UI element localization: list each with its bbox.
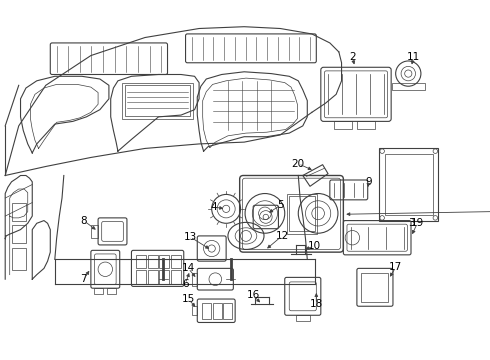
Bar <box>223 303 232 319</box>
Bar <box>379 148 438 221</box>
Text: 12: 12 <box>275 231 289 241</box>
Bar <box>125 85 190 116</box>
Text: 6: 6 <box>182 279 189 289</box>
Bar <box>159 270 170 284</box>
Bar <box>192 273 197 285</box>
Text: 7: 7 <box>80 274 87 284</box>
Bar <box>289 196 315 231</box>
Text: 4: 4 <box>210 202 217 212</box>
Bar <box>192 306 197 315</box>
Bar <box>12 225 26 243</box>
Bar <box>136 255 146 268</box>
Text: 18: 18 <box>310 298 323 309</box>
Bar <box>334 121 352 129</box>
Bar <box>12 248 26 270</box>
Text: 15: 15 <box>182 294 195 304</box>
Bar <box>287 194 317 234</box>
Bar <box>213 303 221 319</box>
Text: 17: 17 <box>389 262 402 273</box>
Bar <box>95 288 103 294</box>
Bar <box>122 82 193 119</box>
Text: 13: 13 <box>183 232 196 242</box>
Bar <box>107 288 116 294</box>
Text: 3: 3 <box>408 218 415 228</box>
Text: 9: 9 <box>366 177 372 187</box>
Bar <box>159 255 170 268</box>
Text: 14: 14 <box>182 264 195 273</box>
Bar <box>295 315 310 321</box>
Text: 8: 8 <box>80 216 87 226</box>
Bar <box>171 255 181 268</box>
Bar <box>385 154 433 215</box>
Text: 5: 5 <box>277 200 284 210</box>
Bar <box>91 225 98 238</box>
Text: 2: 2 <box>349 52 356 62</box>
Bar <box>357 121 375 129</box>
Bar <box>147 270 158 284</box>
Text: 16: 16 <box>246 291 260 301</box>
Bar <box>362 273 389 302</box>
Bar <box>136 270 146 284</box>
Text: 11: 11 <box>407 52 420 62</box>
Bar <box>147 255 158 268</box>
Bar <box>171 270 181 284</box>
Bar <box>392 82 424 90</box>
Bar <box>202 303 211 319</box>
Text: 10: 10 <box>308 241 321 251</box>
Text: 19: 19 <box>411 218 424 228</box>
Text: 20: 20 <box>292 159 305 169</box>
Bar <box>12 203 26 221</box>
